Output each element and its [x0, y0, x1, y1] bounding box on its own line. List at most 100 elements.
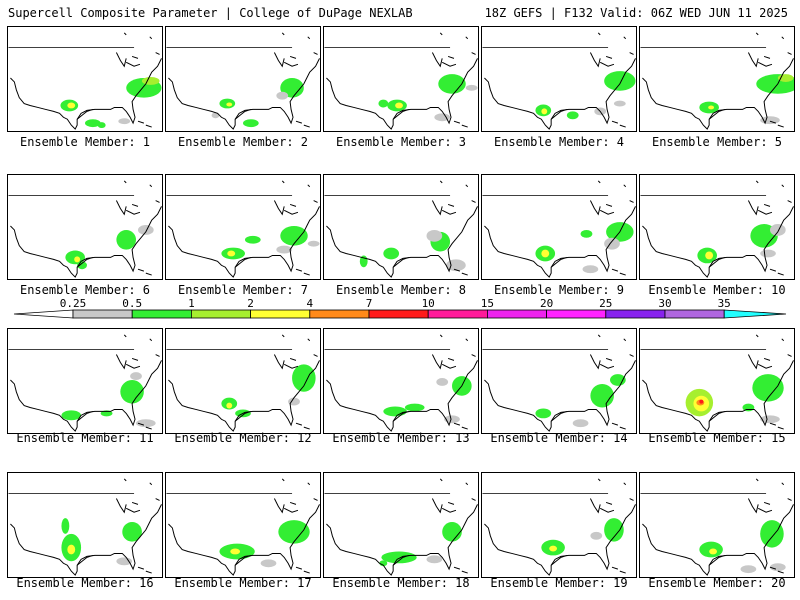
- colorbar-label: 2: [247, 297, 254, 310]
- colorbar-label: 25: [599, 297, 612, 310]
- great-lakes: [589, 498, 615, 514]
- member-caption-13: Ensemble Member: 13: [332, 431, 470, 445]
- ensemble-member-map-17: [165, 472, 321, 578]
- colorbar-label: 35: [718, 297, 731, 310]
- state-line: [392, 554, 410, 566]
- ensemble-member-map-2: [165, 26, 321, 132]
- member-caption-17: Ensemble Member: 17: [174, 576, 312, 590]
- member-caption-3: Ensemble Member: 3: [335, 135, 467, 149]
- scp-contour-yellow: [226, 102, 233, 107]
- scp-contour-green: [278, 520, 310, 544]
- run-info: 18Z GEFS | F132 Valid: 06Z WED JUN 11 20…: [484, 6, 788, 20]
- scp-contour-gray: [582, 265, 599, 274]
- great-lakes: [747, 200, 773, 216]
- islands: [755, 334, 792, 430]
- great-lakes: [115, 498, 141, 514]
- scp-contour-yellow: [541, 108, 548, 115]
- coastline: [484, 58, 636, 130]
- great-lakes: [589, 200, 615, 216]
- islands: [597, 334, 634, 430]
- scp-contour-gray: [426, 229, 443, 242]
- member-caption-6: Ensemble Member: 6: [19, 283, 151, 297]
- islands: [755, 478, 792, 574]
- scp-contour-green: [604, 71, 636, 91]
- colorbar-segment-yellow: [250, 309, 311, 319]
- scp-contour-gray: [260, 559, 277, 568]
- great-lakes: [747, 498, 773, 514]
- ensemble-member-map-7: [165, 174, 321, 280]
- scp-contour-gray: [434, 113, 451, 122]
- great-lakes: [115, 200, 141, 216]
- great-lakes: [431, 52, 457, 68]
- colorbar-label: 7: [366, 297, 373, 310]
- scp-contour-gray: [211, 112, 220, 119]
- colorbar-label: 0.25: [60, 297, 87, 310]
- colorbar-segment-light_magenta: [546, 309, 607, 319]
- colorbar-segment-red: [368, 309, 429, 319]
- page-title: Supercell Composite Parameter | College …: [8, 6, 413, 20]
- map-canvas: [482, 334, 636, 432]
- colorbar-segment-yellowgreen: [190, 309, 251, 319]
- colorbar-legend: 0.25 0.5 1 2 4 7 10 15 20 25 30 35: [13, 297, 787, 319]
- state-line: [234, 256, 252, 268]
- scp-contour-green: [122, 522, 142, 542]
- ensemble-member-map-15: [639, 328, 795, 434]
- scp-contour-gray: [760, 249, 776, 258]
- colorbar-segment-purple: [605, 309, 666, 319]
- scp-contour-green: [752, 374, 784, 402]
- scp-contour-green: [378, 99, 389, 108]
- scp-contour-green: [438, 74, 466, 94]
- scp-contour-gray: [276, 91, 289, 100]
- great-lakes: [115, 52, 141, 68]
- ensemble-member-map-18: [323, 472, 479, 578]
- colorbar-segment-green: [131, 309, 192, 319]
- member-caption-10: Ensemble Member: 10: [648, 283, 786, 297]
- state-line: [76, 108, 94, 120]
- scp-contour-green: [383, 247, 400, 260]
- map-canvas: [640, 32, 794, 130]
- scp-contour-green: [120, 380, 144, 404]
- state-line: [76, 256, 94, 268]
- colorbar-segment-magenta: [486, 309, 547, 319]
- scp-contour-green: [604, 518, 624, 542]
- scp-contour-yellow: [227, 250, 236, 257]
- ensemble-member-map-13: [323, 328, 479, 434]
- islands: [439, 180, 476, 276]
- ensemble-member-map-8: [323, 174, 479, 280]
- scp-contour-green: [61, 410, 82, 421]
- colorbar-under-triangle: [13, 309, 74, 319]
- ensemble-member-map-16: [7, 472, 163, 578]
- scp-contour-green: [116, 229, 137, 250]
- member-caption-20: Ensemble Member: 20: [648, 576, 786, 590]
- islands: [755, 32, 792, 128]
- colorbar-label: 0.5: [122, 297, 142, 310]
- map-canvas: [640, 180, 794, 278]
- state-line: [76, 410, 94, 422]
- islands: [597, 32, 634, 128]
- scp-contour-gray: [130, 372, 142, 381]
- coastline: [10, 504, 162, 576]
- scp-contour-gray: [769, 224, 786, 236]
- scp-contour-green: [97, 122, 106, 129]
- colorbar-label: 15: [481, 297, 494, 310]
- state-line: [550, 410, 568, 422]
- ensemble-member-map-11: [7, 328, 163, 434]
- scp-contour-gray: [136, 419, 156, 428]
- scp-contour-yellow: [705, 251, 714, 260]
- scp-contour-gray: [436, 378, 449, 386]
- scp-contour-yellow: [541, 249, 550, 258]
- map-canvas: [166, 180, 320, 278]
- state-line: [234, 410, 252, 422]
- great-lakes: [747, 52, 773, 68]
- map-canvas: [324, 334, 478, 432]
- scp-contour-gray: [613, 100, 626, 107]
- islands: [123, 180, 160, 276]
- islands: [597, 478, 634, 574]
- map-canvas: [166, 478, 320, 576]
- map-canvas: [8, 180, 162, 278]
- scp-contour-yellow: [395, 102, 403, 109]
- scp-contour-green: [61, 518, 70, 534]
- great-lakes: [431, 354, 457, 370]
- scp-contour-green: [292, 364, 316, 392]
- scp-contour-gray: [760, 415, 780, 424]
